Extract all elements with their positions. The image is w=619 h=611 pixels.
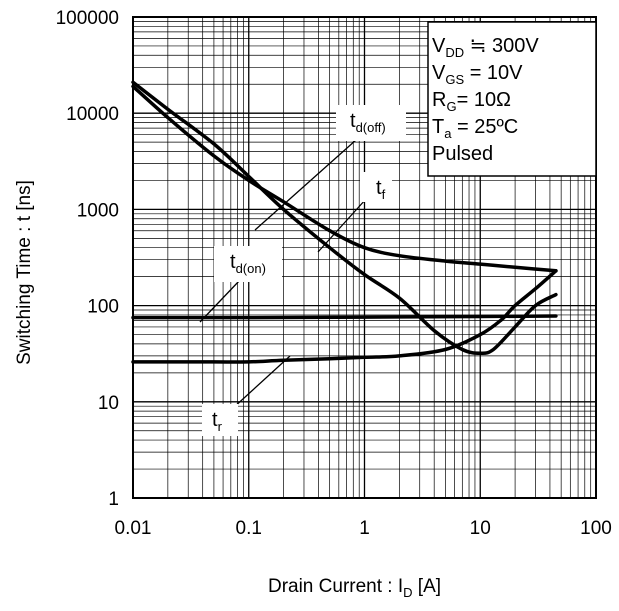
x-tick-label: 1 <box>359 518 370 539</box>
plot-frame <box>132 16 597 499</box>
y-tick-label: 100 <box>87 297 119 318</box>
series-name: td(off) <box>350 110 386 135</box>
label-backdrop <box>214 246 282 282</box>
x-tick-labels: 0.01 0.1 1 10 100 <box>115 518 612 539</box>
y-tick-label: 100000 <box>56 8 119 29</box>
series-line-td-off <box>131 84 558 273</box>
y-tick-label: 10000 <box>66 104 119 125</box>
y-tick-label: 10 <box>98 393 119 414</box>
series-label-tr: tr <box>202 355 291 436</box>
x-tick-label: 10 <box>470 518 491 539</box>
series-name: td(on) <box>230 251 266 276</box>
series-label-callouts: td(off) tf td(on) tr <box>199 105 406 436</box>
series-line-td-on <box>131 314 558 320</box>
y-tick-labels: 1 10 100 1000 10000 100000 <box>56 8 119 510</box>
condition-line: VGS = 10V <box>432 62 523 87</box>
series-group <box>131 80 558 364</box>
plot-grid <box>133 17 596 498</box>
leader-line <box>317 198 367 253</box>
series-name: tf <box>376 177 386 202</box>
series-label-td-off: td(off) <box>254 105 406 231</box>
x-axis-label: Drain Current : ID [A] <box>268 576 441 600</box>
condition-line: Ta = 25ºC <box>432 116 518 141</box>
condition-line: RG= 10Ω <box>432 89 511 114</box>
leader-line <box>231 355 291 410</box>
series-label-tf: tf <box>317 172 392 253</box>
series-name: tr <box>212 409 223 434</box>
y-tick-label: 1000 <box>77 200 119 221</box>
label-backdrop <box>360 172 392 202</box>
series-line-tr <box>131 269 558 364</box>
label-backdrop <box>336 105 406 141</box>
x-tick-label: 0.01 <box>115 518 152 539</box>
conditions-frame <box>427 21 597 177</box>
condition-line: VDD ≒ 300V <box>432 35 539 60</box>
label-backdrop <box>202 404 238 436</box>
x-tick-label: 0.1 <box>236 518 262 539</box>
series-label-td-on: td(on) <box>199 246 282 323</box>
x-tick-label: 100 <box>580 518 612 539</box>
y-tick-label: 1 <box>108 489 119 510</box>
leader-line <box>199 279 241 323</box>
leader-line <box>254 139 357 231</box>
y-axis-label: Switching Time : t [ns] <box>14 180 35 365</box>
condition-line: Pulsed <box>432 143 493 165</box>
series-line-tf <box>131 80 558 355</box>
